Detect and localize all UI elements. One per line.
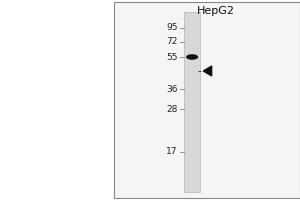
Bar (184, 12, 200, 192)
Bar (114, 2, 300, 198)
Text: 72: 72 (167, 38, 178, 46)
Polygon shape (203, 66, 212, 76)
Text: 28: 28 (167, 105, 178, 114)
Text: HepG2: HepG2 (197, 6, 235, 16)
Text: 95: 95 (166, 23, 178, 32)
Text: 55: 55 (166, 52, 178, 62)
Ellipse shape (186, 54, 198, 60)
Text: 36: 36 (166, 84, 178, 94)
Text: 17: 17 (166, 148, 178, 156)
